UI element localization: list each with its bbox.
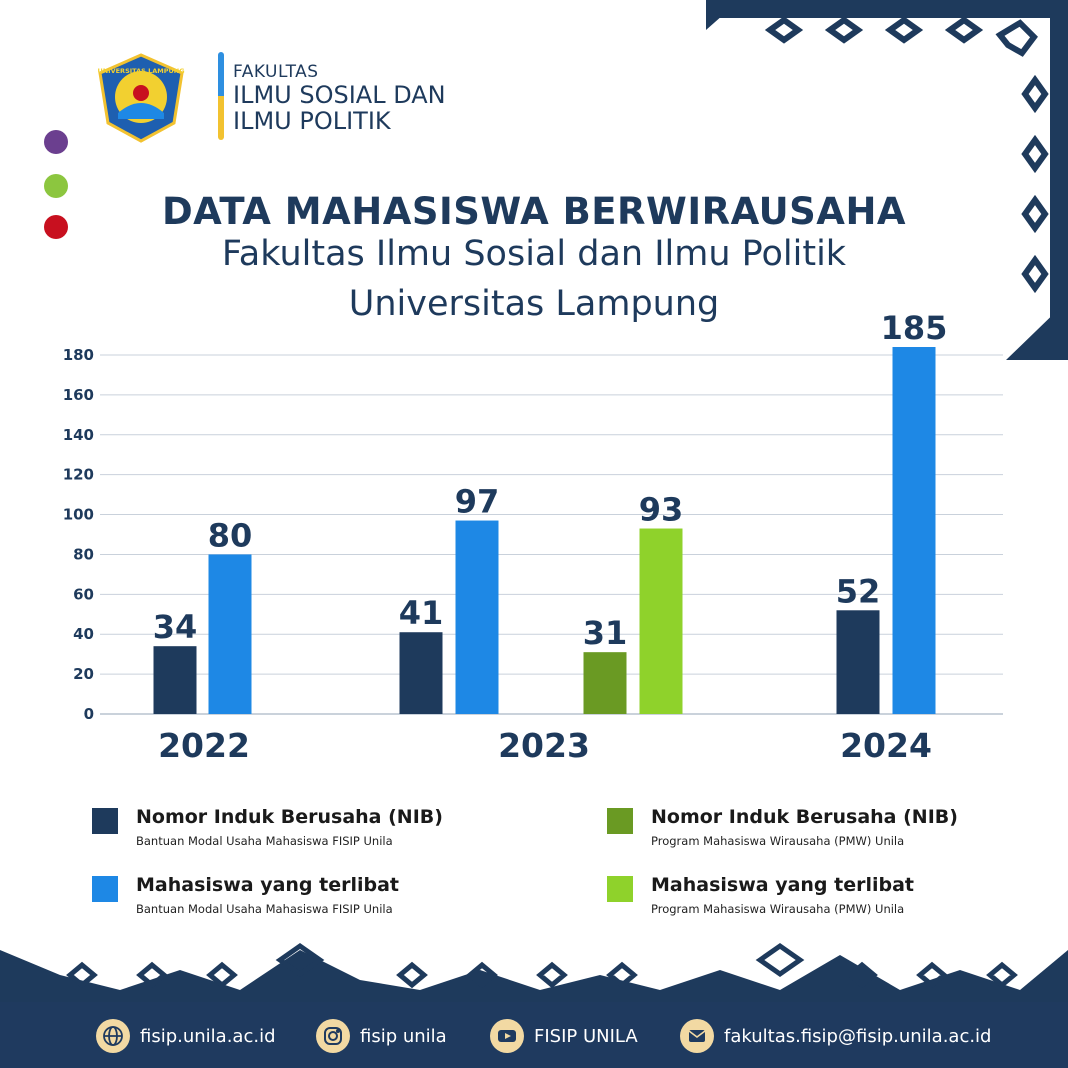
y-tick-label: 60: [73, 585, 94, 603]
bar-value-label: 31: [583, 614, 628, 652]
legend-swatch: [92, 808, 118, 834]
chart-subtitle-faculty: Fakultas Ilmu Sosial dan Ilmu Politik: [221, 234, 847, 274]
bar: [836, 610, 880, 714]
footer-youtube-link[interactable]: FISIP UNILA: [490, 1018, 638, 1054]
purple-dot: [44, 130, 68, 154]
footer-instagram-text: fisip unila: [360, 1025, 447, 1047]
y-tick-label: 160: [63, 386, 94, 404]
legend-label: Nomor Induk Berusaha (NIB): [651, 806, 958, 828]
bar: [583, 652, 627, 714]
bar: [455, 520, 499, 714]
y-tick-label: 180: [63, 346, 94, 364]
footer-bar: [0, 1002, 1068, 1068]
bar-value-label: 41: [399, 594, 444, 632]
footer-email-text: fakultas.fisip@fisip.unila.ac.id: [724, 1025, 992, 1047]
bar-value-label: 80: [208, 516, 253, 554]
green-dot: [44, 174, 68, 198]
x-category-label: 2022: [158, 726, 250, 765]
chart-subtitle-university: Universitas Lampung: [348, 284, 720, 324]
legend-sublabel: Program Mahasiswa Wirausaha (PMW) Unila: [651, 834, 905, 848]
mail-icon: [680, 1019, 714, 1053]
x-category-label: 2023: [498, 726, 590, 765]
legend-label: Mahasiswa yang terlibat: [651, 874, 915, 896]
faculty-line-1: FAKULTAS: [233, 62, 319, 82]
bar-value-label: 34: [153, 608, 198, 646]
y-tick-label: 0: [84, 705, 94, 723]
y-tick-label: 100: [63, 506, 94, 524]
bar-value-label: 93: [639, 491, 684, 529]
y-tick-label: 20: [73, 665, 94, 683]
university-logo: UNIVERSITAS LAMPUNG: [96, 53, 186, 143]
legend-label: Nomor Induk Berusaha (NIB): [136, 806, 443, 828]
bar-value-label: 185: [881, 309, 948, 347]
legend-swatch: [92, 876, 118, 902]
legend-sublabel: Program Mahasiswa Wirausaha (PMW) Unila: [651, 902, 905, 916]
y-tick-label: 140: [63, 426, 94, 444]
legend-swatch: [607, 876, 633, 902]
bar: [639, 528, 683, 714]
bar: [399, 632, 443, 714]
legend-sublabel: Bantuan Modal Usaha Mahasiswa FISIP Unil…: [136, 902, 393, 916]
legend-sublabel: Bantuan Modal Usaha Mahasiswa FISIP Unil…: [136, 834, 393, 848]
faculty-line-2: ILMU SOSIAL DAN: [233, 81, 446, 109]
bar: [892, 347, 936, 714]
y-tick-label: 40: [73, 625, 94, 643]
red-dot: [44, 215, 68, 239]
footer-website-text: fisip.unila.ac.id: [140, 1025, 276, 1047]
logo-text: UNIVERSITAS LAMPUNG: [97, 67, 185, 75]
legend-swatch: [607, 808, 633, 834]
instagram-icon: [316, 1019, 350, 1053]
youtube-icon: [490, 1019, 524, 1053]
bar: [208, 554, 252, 714]
footer-instagram-link[interactable]: fisip unila: [316, 1018, 447, 1054]
footer-website-link[interactable]: fisip.unila.ac.id: [96, 1018, 276, 1054]
y-tick-label: 120: [63, 466, 94, 484]
footer-youtube-text: FISIP UNILA: [534, 1025, 638, 1047]
globe-icon: [96, 1019, 130, 1053]
footer-email-link[interactable]: fakultas.fisip@fisip.unila.ac.id: [680, 1018, 992, 1054]
faculty-line-3: ILMU POLITIK: [233, 107, 391, 135]
x-category-label: 2024: [840, 726, 932, 765]
bar-value-label: 52: [836, 572, 881, 610]
bar-value-label: 97: [455, 483, 500, 521]
faculty-accent-bar: [218, 52, 224, 140]
legend-label: Mahasiswa yang terlibat: [136, 874, 400, 896]
faculty-name: FAKULTAS ILMU SOSIAL DAN ILMU POLITIK: [233, 62, 446, 135]
chart-title: DATA MAHASISWA BERWIRAUSAHA: [161, 190, 907, 233]
y-tick-label: 80: [73, 545, 94, 563]
bar: [153, 646, 197, 714]
